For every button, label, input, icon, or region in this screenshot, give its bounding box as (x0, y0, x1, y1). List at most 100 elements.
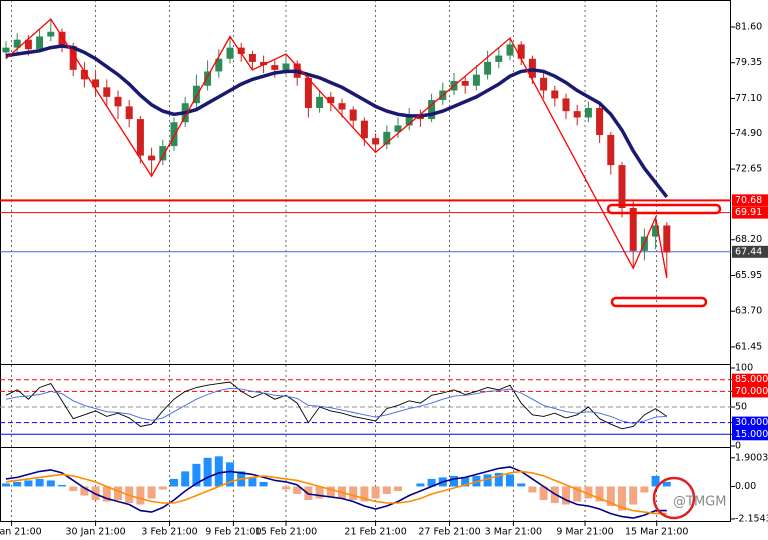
histogram-bar (58, 484, 66, 487)
histogram-bar (226, 462, 234, 487)
histogram-bar (573, 486, 582, 502)
plot-frame (0, 0, 731, 522)
watermark: @TMGM (673, 495, 726, 510)
histogram-bar (394, 486, 402, 491)
indicator-line (5, 381, 668, 430)
histogram-bar (2, 483, 10, 487)
histogram-bar (102, 486, 111, 502)
x-tick-label: 9 Feb 21:00 (205, 527, 261, 538)
y-tick-label: 61.45 (735, 341, 762, 352)
histogram-bar (382, 486, 391, 494)
y-tick-label: -2.1543 (735, 513, 768, 524)
x-tick-label: 15 Mar 21:00 (625, 527, 688, 538)
candle-body (596, 107, 604, 135)
y-tick-label: 68.20 (735, 234, 762, 245)
candle-body (338, 103, 346, 110)
histogram-bar (69, 486, 78, 491)
macd-line (5, 470, 667, 515)
macd-line (5, 466, 667, 519)
level-label: 67.44 (735, 246, 762, 257)
candle-body (215, 58, 223, 72)
candle-body (663, 225, 671, 253)
candle-body (428, 100, 436, 120)
histogram-bar (192, 463, 201, 487)
highlight-box (606, 203, 722, 215)
y-tick-label-bg (732, 416, 768, 429)
histogram-bar (606, 486, 615, 507)
histogram-bar (618, 486, 626, 511)
histogram-bar (506, 474, 514, 487)
histogram-bar (35, 478, 44, 487)
candle-body (192, 85, 200, 104)
histogram-bar (450, 475, 458, 487)
histogram-bar (136, 486, 145, 505)
y-tick-label: 50 (735, 402, 747, 413)
candle-body (69, 46, 77, 70)
candle-body (360, 120, 368, 139)
y-tick-label: 77.10 (735, 93, 762, 104)
candle-body (383, 131, 391, 145)
histogram-bar (293, 486, 302, 494)
histogram-bar (13, 481, 22, 487)
candle-body (394, 125, 402, 132)
x-tick-label: 24 Jan 21:00 (0, 527, 42, 538)
y-tick-label-bg (732, 428, 768, 441)
x-tick-label: 30 Jan 21:00 (66, 527, 126, 538)
candle-body (495, 55, 503, 62)
x-tick-label: 3 Feb 21:00 (141, 527, 197, 538)
candle-body (316, 96, 324, 108)
candle-body (551, 90, 559, 99)
candle-body (13, 39, 21, 48)
histogram-bar (170, 478, 178, 487)
y-tick-label-bg (732, 373, 768, 386)
level-label-bg (732, 245, 768, 258)
histogram-bar (640, 486, 649, 493)
candle-body (148, 155, 156, 161)
histogram-bar (629, 486, 638, 505)
highlight-box (610, 296, 708, 308)
histogram-bar (248, 477, 257, 487)
histogram-bar (584, 486, 593, 499)
histogram-bar (562, 486, 570, 505)
candle-body (58, 31, 66, 47)
y-tick-label: 0 (735, 441, 741, 452)
histogram-bar (147, 486, 156, 499)
candle-body (24, 39, 32, 50)
histogram-bar (651, 475, 660, 487)
histogram-bar (181, 471, 190, 487)
candle-body (618, 165, 626, 208)
candle-body (562, 98, 570, 112)
candle-body (506, 44, 514, 56)
y-tick-label: 79.35 (735, 57, 762, 68)
histogram-bar (360, 486, 369, 502)
candle-body (226, 47, 234, 59)
level-label: 70.68 (735, 195, 762, 206)
histogram-bar (46, 480, 55, 487)
candle-body (271, 65, 279, 70)
candle-body (282, 63, 290, 70)
histogram-bar (494, 472, 503, 487)
x-tick-label: 3 Mar 21:00 (485, 527, 542, 538)
histogram-bar (214, 456, 223, 487)
candle-body (652, 225, 660, 237)
histogram-bar (80, 486, 89, 496)
histogram-bar (24, 480, 33, 487)
highlight-circle (652, 476, 696, 520)
y-tick-label-bg (732, 385, 768, 398)
histogram-bar (259, 481, 268, 487)
histogram-bar (371, 486, 380, 499)
candle-body (92, 79, 100, 88)
level-label: 69.91 (735, 207, 762, 218)
y-tick-label: 72.65 (735, 164, 762, 175)
candle-body (573, 111, 581, 118)
histogram-bar (315, 486, 324, 499)
candle-body (136, 119, 144, 156)
y-tick-label: 63.70 (735, 306, 762, 317)
histogram-bar (483, 474, 492, 487)
histogram-bar (416, 483, 425, 487)
